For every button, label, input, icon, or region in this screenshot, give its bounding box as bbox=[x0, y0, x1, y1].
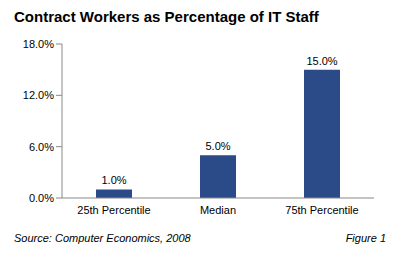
html-text:Figure 1: Figure 1 bbox=[345, 232, 386, 244]
svg-text:75th Percentile: 75th Percentile bbox=[285, 204, 358, 216]
svg-text:Median: Median bbox=[200, 204, 236, 216]
svg-text:5.0%: 5.0% bbox=[205, 140, 230, 152]
svg-text:6.0%: 6.0% bbox=[29, 141, 54, 153]
svg-text:1.0%: 1.0% bbox=[101, 174, 126, 186]
html-text:Contract Workers as Percentage: Contract Workers as Percentage of IT Sta… bbox=[14, 8, 319, 25]
html-text:Source: Computer Economics, 20: Source: Computer Economics, 2008 bbox=[14, 232, 191, 244]
svg-text:25th Percentile: 25th Percentile bbox=[77, 204, 150, 216]
svg-text:12.0%: 12.0% bbox=[23, 89, 54, 101]
svg-text:15.0%: 15.0% bbox=[306, 55, 337, 67]
svg-text:18.0%: 18.0% bbox=[23, 38, 54, 50]
svg-text:0.0%: 0.0% bbox=[29, 192, 54, 204]
